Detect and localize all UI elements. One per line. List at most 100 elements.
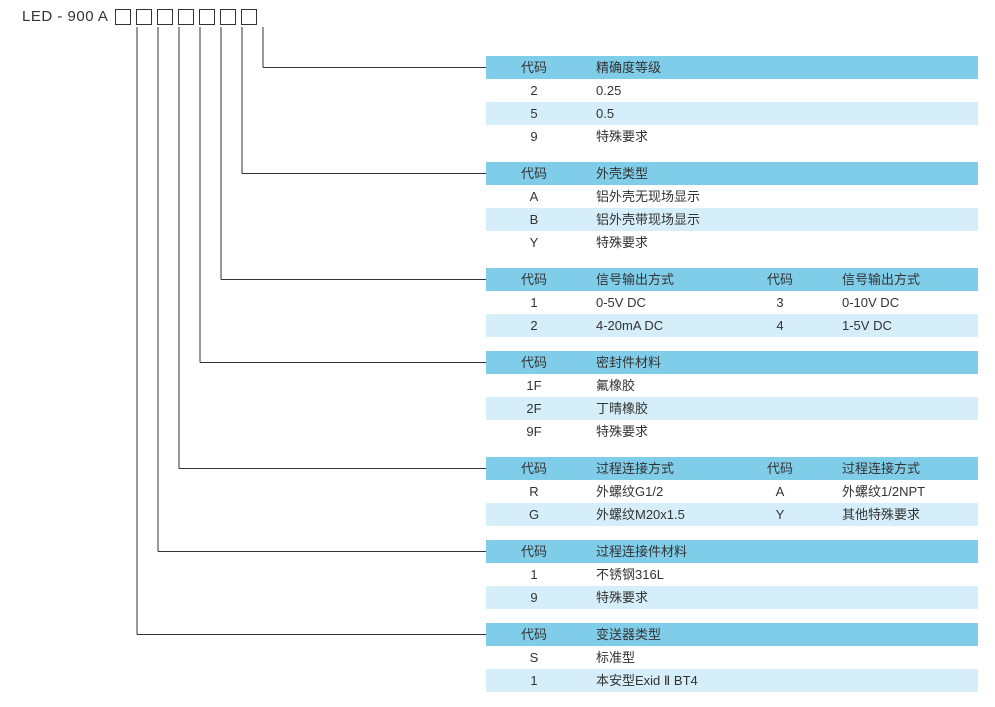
placeholder-box <box>157 9 173 25</box>
cell-code: A <box>732 480 828 503</box>
header-desc: 信号输出方式 <box>828 268 978 291</box>
table-row: Y特殊要求 <box>486 231 978 254</box>
diagram-container: { "model": { "prefix": "LED - 900 A", "b… <box>0 0 995 707</box>
header-code: 代码 <box>732 457 828 480</box>
placeholder-box <box>220 9 236 25</box>
cell-code: R <box>486 480 582 503</box>
cell-code: 9F <box>486 420 582 443</box>
table-row: 1F氟橡胶 <box>486 374 978 397</box>
header-code: 代码 <box>486 268 582 291</box>
cell-code: 4 <box>732 314 828 337</box>
cell-desc: 外螺纹M20x1.5 <box>582 503 732 526</box>
cell-code: 9 <box>486 125 582 148</box>
cell-code: 5 <box>486 102 582 125</box>
header-code: 代码 <box>486 540 582 563</box>
cell-desc: 氟橡胶 <box>582 374 978 397</box>
table-row: 9特殊要求 <box>486 125 978 148</box>
header-code: 代码 <box>486 457 582 480</box>
cell-code: 1 <box>486 669 582 692</box>
header-desc: 外壳类型 <box>582 162 978 185</box>
table-header: 代码密封件材料 <box>486 351 978 374</box>
header-desc: 过程连接件材料 <box>582 540 978 563</box>
header-code: 代码 <box>732 268 828 291</box>
cell-desc: 外螺纹G1/2 <box>582 480 732 503</box>
cell-desc: 0-5V DC <box>582 291 732 314</box>
cell-code: 2 <box>486 314 582 337</box>
cell-code: 1 <box>486 291 582 314</box>
table-header: 代码过程连接方式代码过程连接方式 <box>486 457 978 480</box>
cell-desc: 1-5V DC <box>828 314 978 337</box>
cell-desc: 丁晴橡胶 <box>582 397 978 420</box>
cell-code: 3 <box>732 291 828 314</box>
table-row: 2F丁晴橡胶 <box>486 397 978 420</box>
model-code: LED - 900 A <box>22 8 257 25</box>
cell-code: 9 <box>486 586 582 609</box>
cell-desc: 0.25 <box>582 79 978 102</box>
model-prefix: LED - 900 A <box>22 8 108 25</box>
header-desc: 精确度等级 <box>582 56 978 79</box>
spec-table: 代码过程连接件材料1不锈钢316L9特殊要求 <box>486 540 978 609</box>
cell-desc: 0.5 <box>582 102 978 125</box>
cell-code: G <box>486 503 582 526</box>
cell-code: Y <box>486 231 582 254</box>
spec-table: 代码密封件材料1F氟橡胶2F丁晴橡胶9F特殊要求 <box>486 351 978 443</box>
cell-desc: 特殊要求 <box>582 231 978 254</box>
header-code: 代码 <box>486 623 582 646</box>
placeholder-box <box>115 9 131 25</box>
cell-code: Y <box>732 503 828 526</box>
cell-code: S <box>486 646 582 669</box>
header-desc: 变送器类型 <box>582 623 978 646</box>
header-desc: 信号输出方式 <box>582 268 732 291</box>
header-desc: 密封件材料 <box>582 351 978 374</box>
spec-table: 代码过程连接方式代码过程连接方式R外螺纹G1/2A外螺纹1/2NPTG外螺纹M2… <box>486 457 978 526</box>
table-row: 50.5 <box>486 102 978 125</box>
header-code: 代码 <box>486 351 582 374</box>
spec-table: 代码外壳类型A铝外壳无现场显示B铝外壳带现场显示Y特殊要求 <box>486 162 978 254</box>
cell-desc: 0-10V DC <box>828 291 978 314</box>
spec-table: 代码精确度等级20.2550.59特殊要求 <box>486 56 978 148</box>
model-placeholder-boxes <box>110 9 257 25</box>
cell-code: 1F <box>486 374 582 397</box>
placeholder-box <box>136 9 152 25</box>
header-desc: 过程连接方式 <box>582 457 732 480</box>
table-header: 代码外壳类型 <box>486 162 978 185</box>
spec-table: 代码信号输出方式代码信号输出方式10-5V DC30-10V DC24-20mA… <box>486 268 978 337</box>
cell-desc: 标准型 <box>582 646 978 669</box>
cell-code: 2 <box>486 79 582 102</box>
placeholder-box <box>199 9 215 25</box>
table-row: 9特殊要求 <box>486 586 978 609</box>
table-row: 1本安型Exid Ⅱ BT4 <box>486 669 978 692</box>
table-row: 10-5V DC30-10V DC <box>486 291 978 314</box>
table-row: 9F特殊要求 <box>486 420 978 443</box>
table-row: 24-20mA DC41-5V DC <box>486 314 978 337</box>
table-row: 1不锈钢316L <box>486 563 978 586</box>
cell-desc: 铝外壳无现场显示 <box>582 185 978 208</box>
table-header: 代码过程连接件材料 <box>486 540 978 563</box>
placeholder-box <box>178 9 194 25</box>
tables-region: 代码精确度等级20.2550.59特殊要求代码外壳类型A铝外壳无现场显示B铝外壳… <box>486 56 978 706</box>
table-header: 代码变送器类型 <box>486 623 978 646</box>
cell-desc: 其他特殊要求 <box>828 503 978 526</box>
table-row: S标准型 <box>486 646 978 669</box>
cell-code: 1 <box>486 563 582 586</box>
cell-desc: 特殊要求 <box>582 125 978 148</box>
table-row: R外螺纹G1/2A外螺纹1/2NPT <box>486 480 978 503</box>
cell-desc: 特殊要求 <box>582 586 978 609</box>
table-header: 代码信号输出方式代码信号输出方式 <box>486 268 978 291</box>
cell-desc: 本安型Exid Ⅱ BT4 <box>582 669 978 692</box>
cell-desc: 铝外壳带现场显示 <box>582 208 978 231</box>
table-header: 代码精确度等级 <box>486 56 978 79</box>
table-row: A铝外壳无现场显示 <box>486 185 978 208</box>
cell-code: A <box>486 185 582 208</box>
table-row: 20.25 <box>486 79 978 102</box>
spec-table: 代码变送器类型S标准型1本安型Exid Ⅱ BT4 <box>486 623 978 692</box>
cell-desc: 4-20mA DC <box>582 314 732 337</box>
cell-desc: 特殊要求 <box>582 420 978 443</box>
header-code: 代码 <box>486 162 582 185</box>
header-desc: 过程连接方式 <box>828 457 978 480</box>
placeholder-box <box>241 9 257 25</box>
cell-code: 2F <box>486 397 582 420</box>
table-row: B铝外壳带现场显示 <box>486 208 978 231</box>
cell-desc: 外螺纹1/2NPT <box>828 480 978 503</box>
cell-desc: 不锈钢316L <box>582 563 978 586</box>
